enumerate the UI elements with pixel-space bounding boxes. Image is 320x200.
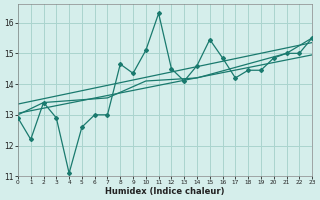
X-axis label: Humidex (Indice chaleur): Humidex (Indice chaleur) xyxy=(105,187,225,196)
